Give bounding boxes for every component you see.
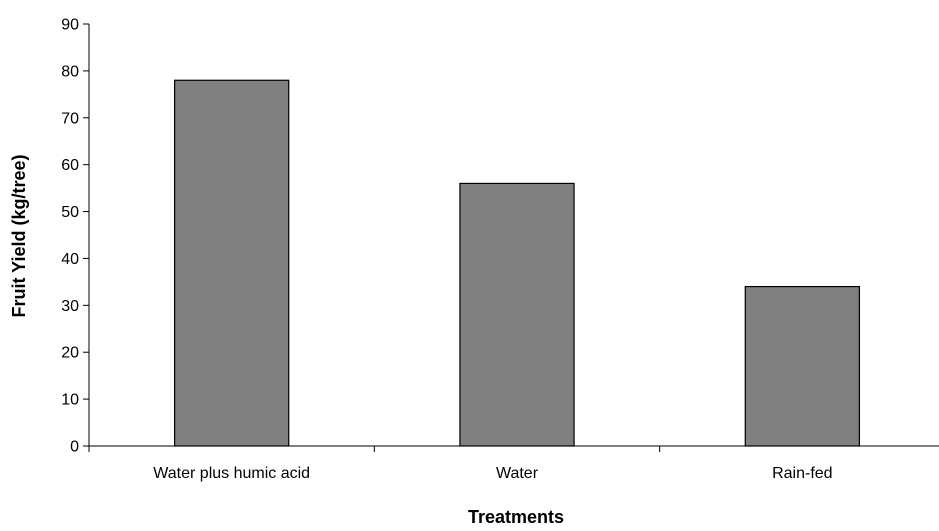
y-tick-label: 30 [61,298,79,315]
y-tick-label: 60 [61,157,79,174]
bar [459,182,575,447]
x-axis-title: Treatments [468,507,564,527]
x-axis: Water plus humic acid Water Rain-fed [88,445,939,482]
y-tick-label: 80 [61,63,79,80]
y-tick-label: 70 [61,110,79,127]
y-tick-label: 40 [61,251,79,268]
x-tick-label: Water plus humic acid [153,465,310,482]
x-tick-label: Rain-fed [772,465,832,482]
y-tick-label: 10 [61,392,79,409]
y-axis: 0 10 20 30 40 50 60 70 80 90 [61,17,90,456]
bar [174,79,290,447]
y-tick-label: 90 [61,17,79,34]
bar [744,285,860,447]
x-tick-label: Water [496,465,539,482]
y-tick-label: 50 [61,204,79,221]
y-axis-title: Fruit Yield (kg/tree) [9,154,29,317]
y-tick-label: 0 [70,439,79,456]
bars [174,79,860,447]
y-tick-label: 20 [61,345,79,362]
